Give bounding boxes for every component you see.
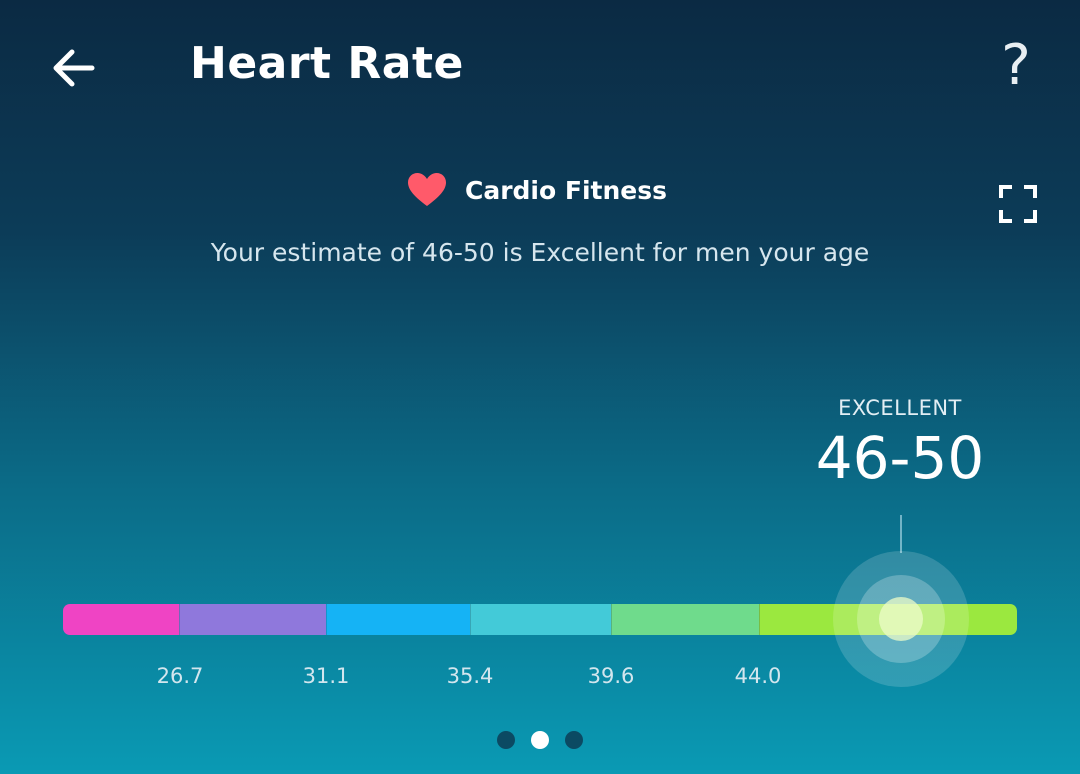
page-dot[interactable] [531,731,549,749]
scale-tick-label: 31.1 [302,664,350,688]
scale-tick-label: 39.6 [587,664,635,688]
section-header: Cardio Fitness [0,172,1080,208]
heart-icon [407,173,446,206]
fitness-level-label: EXCELLENT [838,396,962,420]
scale-tick-label: 44.0 [734,664,782,688]
value-pointer-line [900,515,902,553]
page-dot[interactable] [565,731,583,749]
scale-segment-3 [326,604,470,635]
scale-segment-2 [179,604,326,635]
page-title: Heart Rate [190,38,464,89]
scale-tick-label: 35.4 [446,664,494,688]
marker-core [879,597,923,641]
fullscreen-icon [999,185,1037,223]
page-indicator [0,731,1080,749]
scale-segment-1 [63,604,179,635]
back-button[interactable] [48,42,100,94]
page-dot[interactable] [497,731,515,749]
scale-tick-label: 26.7 [156,664,204,688]
arrow-left-icon [53,49,95,87]
help-button[interactable]: ? [1001,33,1031,98]
fitness-level-value: 46-50 [815,424,985,492]
scale-segment-5 [611,604,759,635]
scale-segment-4 [470,604,611,635]
estimate-description: Your estimate of 46-50 is Excellent for … [210,238,870,267]
fullscreen-button[interactable] [998,184,1038,224]
section-title: Cardio Fitness [464,175,667,205]
